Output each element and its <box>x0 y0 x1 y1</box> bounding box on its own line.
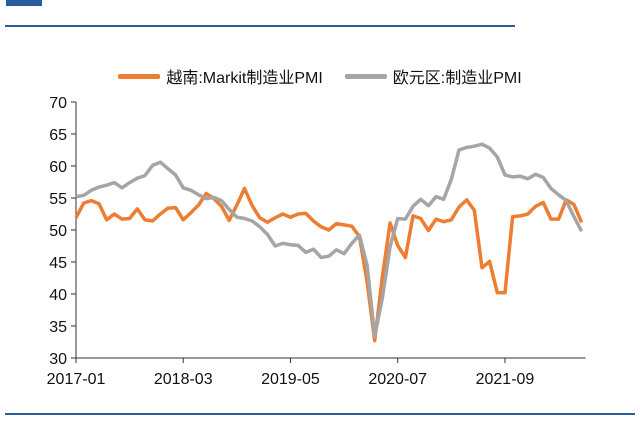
y-tick-label: 30 <box>49 351 67 368</box>
x-tick-label: 2019-05 <box>261 371 320 388</box>
legend-swatch-vietnam <box>118 73 161 79</box>
header-divider <box>5 25 515 27</box>
x-tick-label: 2018-03 <box>154 371 213 388</box>
footer-divider <box>5 413 635 415</box>
series-line-eurozone <box>75 142 584 338</box>
y-tick-label: 50 <box>49 223 67 240</box>
x-tick-label: 2021-09 <box>476 371 535 388</box>
y-tick-label: 65 <box>49 127 67 144</box>
legend-item-vietnam: 越南:Markit制造业PMI <box>118 64 323 88</box>
y-tick-label: 45 <box>49 255 67 272</box>
legend-label-vietnam: 越南:Markit制造业PMI <box>166 70 323 87</box>
y-tick-label: 55 <box>49 191 67 208</box>
y-tick-label: 35 <box>49 319 67 336</box>
figure-label-box <box>6 0 42 6</box>
x-tick-label: 2017-01 <box>47 371 106 388</box>
x-tick-label: 2020-07 <box>368 371 427 388</box>
legend-swatch-eurozone <box>344 73 387 79</box>
chart-legend: 越南:Markit制造业PMI 欧元区:制造业PMI <box>0 64 640 88</box>
y-tick-label: 40 <box>49 287 67 304</box>
series-line-vietnam <box>74 186 584 343</box>
y-tick-label: 70 <box>49 95 67 112</box>
y-tick-label: 60 <box>49 159 67 176</box>
legend-item-eurozone: 欧元区:制造业PMI <box>344 64 522 88</box>
legend-label-eurozone: 欧元区:制造业PMI <box>392 70 522 87</box>
